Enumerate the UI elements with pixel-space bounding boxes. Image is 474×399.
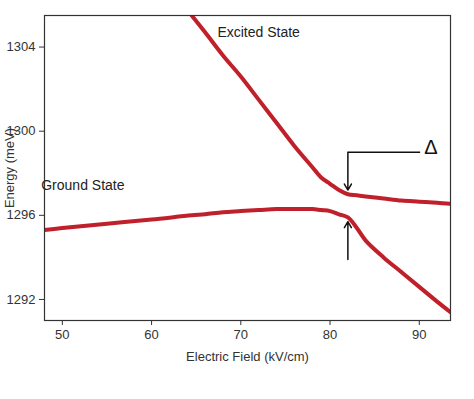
svg-text:50: 50 [55, 327, 69, 342]
svg-text:1292: 1292 [7, 292, 36, 307]
svg-text:Ground State: Ground State [41, 177, 124, 193]
svg-text:90: 90 [412, 327, 426, 342]
svg-text:Excited State: Excited State [217, 24, 300, 40]
svg-text:1300: 1300 [6, 123, 36, 139]
svg-text:70: 70 [234, 327, 248, 342]
svg-text:Energy (meV): Energy (meV) [2, 128, 17, 208]
svg-text:Electric Field (kV/cm): Electric Field (kV/cm) [186, 349, 309, 364]
svg-text:Δ: Δ [424, 136, 437, 158]
svg-text:1304: 1304 [7, 39, 36, 54]
svg-text:60: 60 [144, 327, 158, 342]
svg-text:1296: 1296 [7, 207, 36, 222]
svg-text:80: 80 [323, 327, 337, 342]
